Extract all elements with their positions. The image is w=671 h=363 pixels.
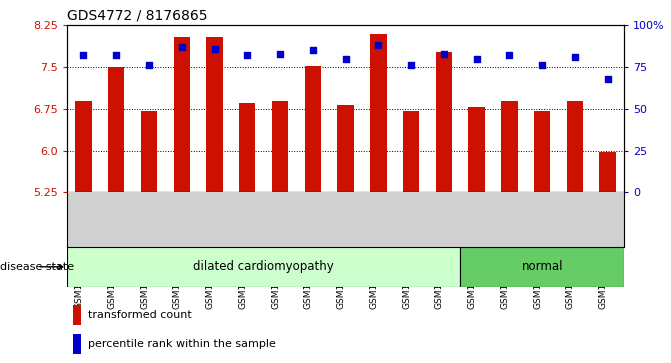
Point: [340, 56, 351, 62]
Point: [570, 54, 580, 60]
Bar: [67, 247, 460, 287]
Point: [406, 62, 417, 68]
Bar: [108, 67, 124, 192]
Text: transformed count: transformed count: [88, 310, 191, 320]
Bar: [305, 66, 321, 192]
Text: disease state: disease state: [0, 262, 74, 272]
Point: [242, 53, 253, 58]
Text: percentile rank within the sample: percentile rank within the sample: [88, 339, 276, 349]
Bar: [174, 37, 190, 192]
Bar: [468, 107, 485, 192]
Bar: [501, 101, 517, 192]
Bar: [534, 111, 550, 192]
Bar: [370, 34, 386, 192]
Bar: [599, 152, 616, 192]
Bar: [72, 305, 81, 325]
Bar: [460, 247, 624, 287]
Point: [504, 53, 515, 58]
Point: [438, 51, 449, 57]
Bar: [435, 52, 452, 192]
Point: [537, 62, 548, 68]
Text: dilated cardiomyopathy: dilated cardiomyopathy: [193, 260, 334, 273]
Point: [603, 76, 613, 82]
Bar: [207, 37, 223, 192]
Bar: [403, 111, 419, 192]
Bar: [75, 101, 92, 192]
Bar: [141, 111, 157, 192]
Point: [144, 62, 154, 68]
Point: [111, 53, 121, 58]
Bar: [338, 105, 354, 192]
Bar: [239, 103, 256, 192]
Point: [209, 46, 220, 52]
Point: [274, 51, 285, 57]
Point: [78, 53, 89, 58]
Text: normal: normal: [521, 260, 563, 273]
Bar: [567, 101, 583, 192]
Point: [307, 48, 318, 53]
Point: [471, 56, 482, 62]
Text: GDS4772 / 8176865: GDS4772 / 8176865: [67, 9, 207, 23]
Bar: [272, 101, 289, 192]
Bar: [72, 334, 81, 354]
Point: [176, 44, 187, 50]
Point: [373, 42, 384, 48]
